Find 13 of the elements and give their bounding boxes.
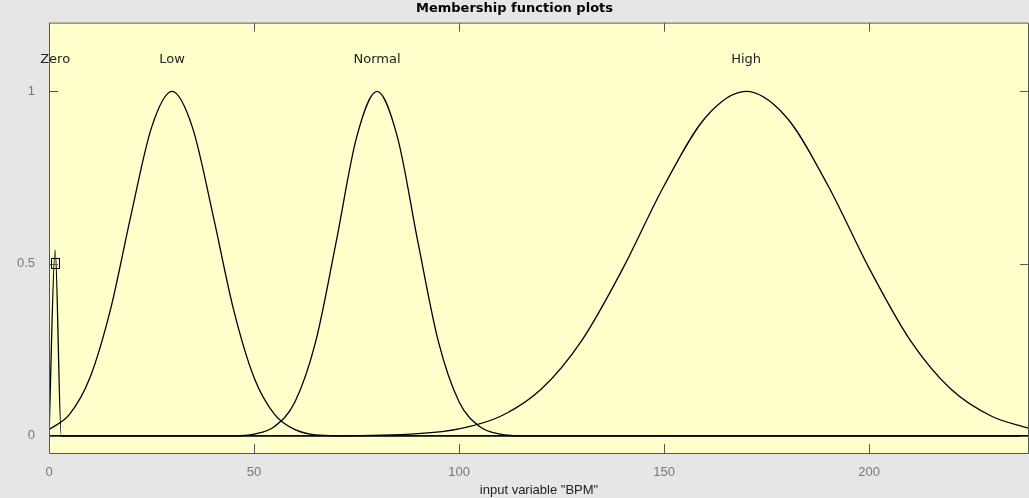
chart-title: Membership function plots (415, 0, 614, 16)
y-tick-label: 0.5 (16, 255, 35, 271)
x-tick-label: 0 (45, 464, 53, 480)
annotation: High (731, 50, 762, 66)
y-tick-label: 0 (27, 427, 35, 443)
x-tick-label: 100 (448, 464, 470, 480)
y-tick-label: 1 (27, 83, 35, 99)
x-tick-label: 150 (653, 464, 675, 480)
annotation: Normal (353, 50, 401, 66)
x-axis-title: input variable "BPM" (479, 481, 599, 497)
annotation: Low (159, 50, 186, 66)
x-tick-label: 200 (858, 464, 880, 480)
x-tick-label: 50 (246, 464, 262, 480)
